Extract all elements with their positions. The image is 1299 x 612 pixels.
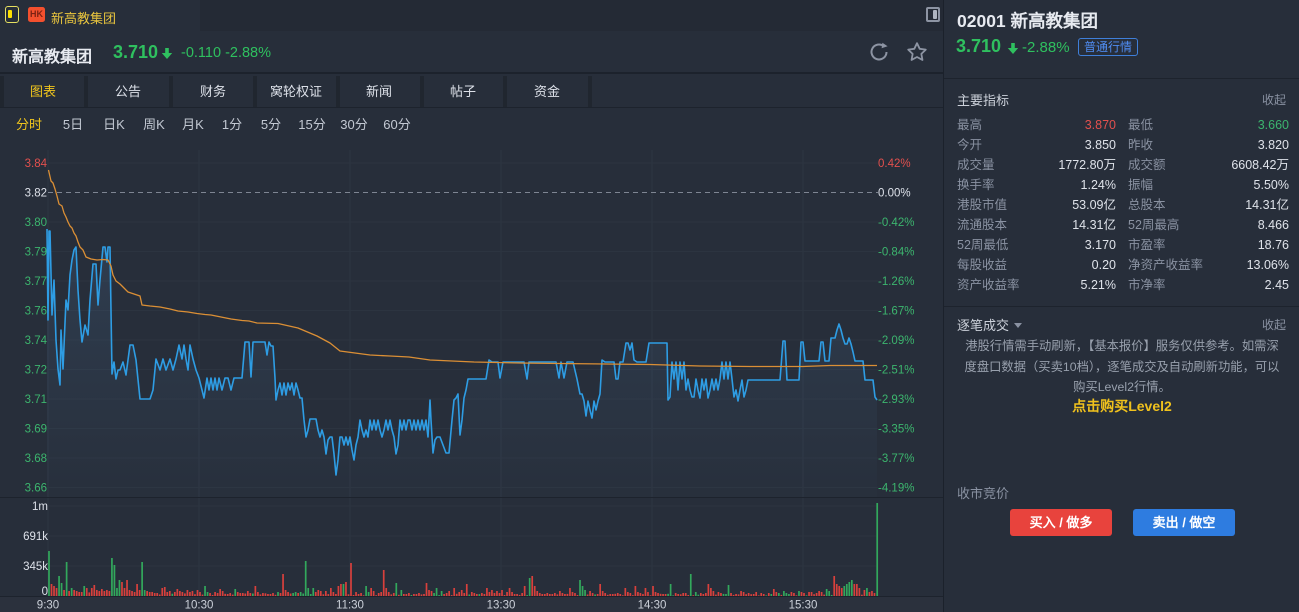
svg-text:691k: 691k (23, 531, 48, 543)
svg-text:-1.26%: -1.26% (878, 276, 914, 288)
svg-text:-3.77%: -3.77% (878, 453, 914, 465)
svg-text:9:30: 9:30 (37, 600, 59, 612)
svg-text:10:30: 10:30 (185, 600, 214, 612)
svg-text:-2.09%: -2.09% (878, 335, 914, 347)
svg-text:0.42%: 0.42% (878, 158, 911, 170)
svg-text:3.80: 3.80 (25, 217, 47, 229)
svg-text:3.84: 3.84 (25, 158, 48, 170)
svg-text:13:30: 13:30 (487, 600, 516, 612)
svg-text:3.71: 3.71 (25, 394, 47, 406)
svg-text:15:30: 15:30 (789, 600, 818, 612)
svg-text:1m: 1m (32, 501, 48, 513)
svg-text:3.76: 3.76 (25, 305, 47, 317)
svg-text:3.69: 3.69 (25, 423, 47, 435)
svg-text:0: 0 (42, 586, 48, 598)
svg-text:3.77: 3.77 (25, 276, 47, 288)
svg-text:3.66: 3.66 (25, 482, 47, 494)
svg-text:14:30: 14:30 (638, 600, 667, 612)
svg-text:-3.35%: -3.35% (878, 423, 914, 435)
svg-text:3.74: 3.74 (25, 335, 48, 347)
svg-text:3.68: 3.68 (25, 453, 47, 465)
svg-text:345k: 345k (23, 561, 48, 573)
svg-text:-0.42%: -0.42% (878, 217, 914, 229)
svg-text:-4.19%: -4.19% (878, 482, 914, 494)
svg-text:-0.84%: -0.84% (878, 246, 914, 258)
svg-text:3.79: 3.79 (25, 246, 47, 258)
svg-text:-2.93%: -2.93% (878, 394, 914, 406)
svg-text:11:30: 11:30 (336, 600, 364, 612)
svg-text:3.72: 3.72 (25, 364, 47, 376)
svg-text:3.82: 3.82 (25, 187, 47, 199)
svg-text:0.00%: 0.00% (878, 187, 911, 199)
svg-text:-2.51%: -2.51% (878, 364, 914, 376)
svg-text:-1.67%: -1.67% (878, 305, 914, 317)
